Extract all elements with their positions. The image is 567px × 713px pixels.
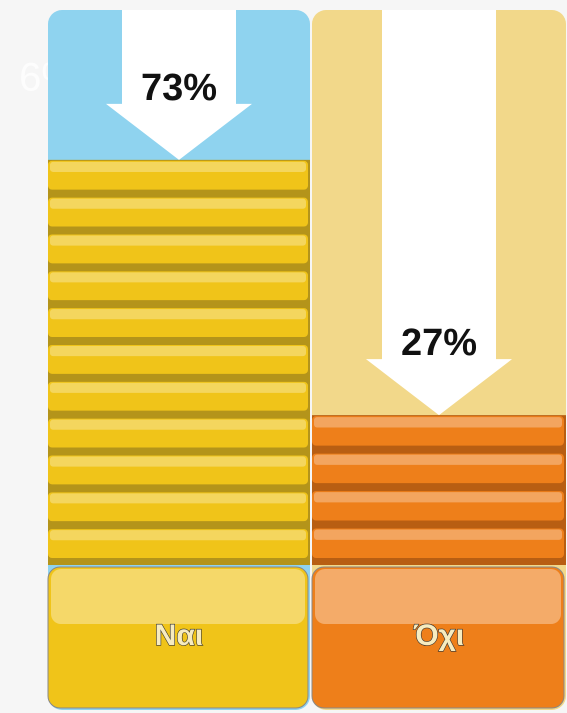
plate	[48, 197, 308, 227]
plate-shine	[314, 529, 562, 540]
plate-shine	[50, 346, 306, 357]
plate	[48, 345, 308, 374]
category-box-shine	[315, 569, 561, 624]
category-box	[47, 566, 309, 709]
arrow	[366, 10, 512, 416]
plate-shine	[314, 492, 562, 503]
plate	[48, 492, 308, 522]
plate	[48, 529, 308, 558]
plate-shine	[50, 456, 306, 467]
plate-shine	[50, 530, 306, 541]
plate-shine	[50, 198, 306, 209]
plate	[48, 160, 308, 190]
plate	[312, 491, 564, 521]
plate-shine	[50, 309, 306, 320]
category-box	[311, 566, 565, 709]
plate-shine	[50, 382, 306, 393]
plate	[48, 271, 308, 301]
plate-shine	[314, 454, 562, 465]
value-label: 27%	[401, 322, 477, 364]
value-label: 73%	[141, 67, 217, 109]
plate	[312, 453, 564, 484]
plate	[312, 528, 564, 558]
plate	[48, 234, 308, 264]
category-box-shine	[51, 569, 305, 624]
plate-shine	[50, 272, 306, 283]
plate-shine	[314, 417, 562, 428]
plate-shine	[50, 419, 306, 430]
plate	[312, 416, 564, 446]
plate	[48, 308, 308, 338]
plate	[48, 418, 308, 448]
plate-shine	[50, 161, 306, 172]
plate	[48, 381, 308, 411]
plate-shine	[50, 493, 306, 504]
arrow	[106, 10, 252, 160]
plate	[48, 455, 308, 485]
category-label: Όχι	[413, 619, 464, 652]
category-label: Ναι	[155, 619, 203, 652]
plate-shine	[50, 235, 306, 246]
